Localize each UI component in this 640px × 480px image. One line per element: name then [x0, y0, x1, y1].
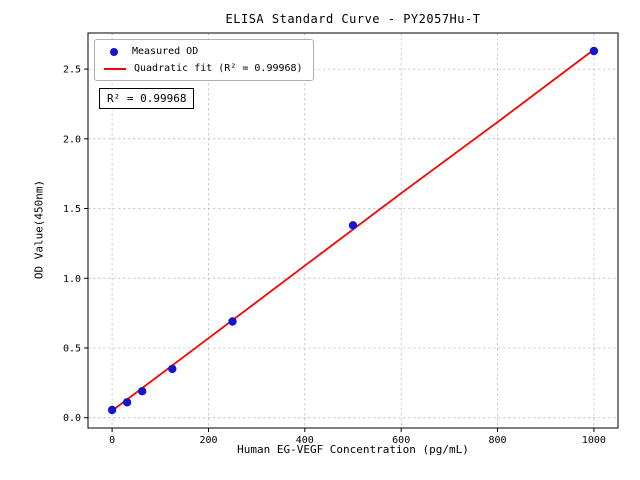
data-point — [107, 405, 117, 415]
data-point — [348, 221, 358, 230]
chart-title: ELISA Standard Curve - PY2057Hu-T — [225, 12, 481, 26]
y-tick-label: 2.5 — [63, 65, 81, 76]
axes-frame — [87, 32, 619, 429]
r-squared-annotation: R² = 0.99968 — [99, 88, 195, 109]
x-tick-label: 400 — [296, 435, 314, 446]
x-axis-label: Human EG-VEGF Concentration (pg/mL) — [237, 443, 469, 456]
legend-item-measured-od: Measured OD — [104, 46, 303, 57]
x-tick-label: 0 — [109, 435, 115, 446]
legend-label-measured-od: Measured OD — [132, 46, 199, 57]
line-marker-icon — [104, 67, 126, 70]
y-tick-label: 0.0 — [63, 413, 81, 424]
data-point — [138, 387, 147, 396]
y-tick-label: 0.5 — [63, 344, 81, 355]
x-tick-label: 200 — [199, 435, 217, 446]
data-point — [589, 46, 599, 56]
y-tick-label: 1.0 — [63, 274, 81, 285]
data-point — [168, 364, 177, 374]
x-tick-label: 1000 — [582, 435, 606, 446]
y-axis-label: OD Value(450nm) — [32, 179, 46, 280]
y-tick-label: 1.5 — [63, 204, 81, 215]
legend: Measured OD Quadratic fit (R² = 0.99968) — [94, 39, 314, 81]
scatter-marker-icon — [110, 47, 118, 56]
legend-item-quadratic-fit: Quadratic fit (R² = 0.99968) — [104, 63, 303, 74]
data-point — [122, 398, 132, 407]
data-point — [228, 317, 237, 326]
x-tick-label: 800 — [488, 435, 506, 446]
y-tick-label: 2.0 — [63, 134, 81, 145]
legend-label-quadratic-fit: Quadratic fit (R² = 0.99968) — [134, 63, 303, 74]
x-tick-label: 600 — [392, 435, 410, 446]
